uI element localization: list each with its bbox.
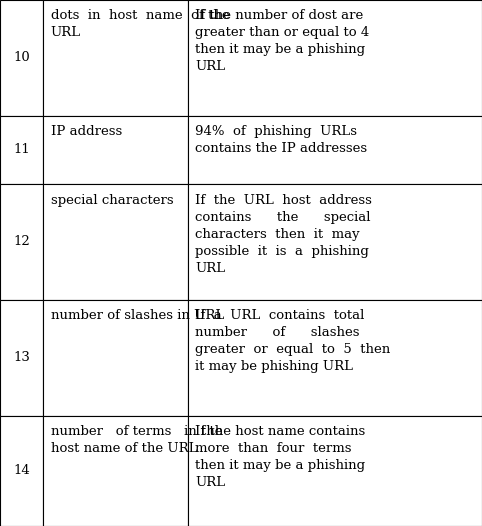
Bar — [43, 416, 188, 526]
Text: If  a  URL  contains  total
number      of      slashes
greater  or  equal  to  : If a URL contains total number of slashe… — [195, 309, 390, 373]
Bar — [188, 0, 482, 116]
Bar — [188, 184, 482, 300]
Text: special characters: special characters — [51, 194, 173, 207]
Text: 94%  of  phishing  URLs
contains the IP addresses: 94% of phishing URLs contains the IP add… — [195, 125, 367, 155]
Text: 13: 13 — [13, 351, 30, 364]
Bar — [0, 184, 43, 300]
Text: 14: 14 — [13, 464, 30, 477]
Text: 10: 10 — [13, 52, 30, 64]
Bar — [0, 0, 43, 116]
Bar — [43, 184, 188, 300]
Bar — [0, 300, 43, 416]
Bar — [188, 416, 482, 526]
Text: If the host name contains
more  than  four  terms
then it may be a phishing
URL: If the host name contains more than four… — [195, 425, 365, 489]
Bar — [188, 300, 482, 416]
Bar — [0, 416, 43, 526]
Text: IP address: IP address — [51, 125, 122, 138]
Bar — [188, 116, 482, 184]
Text: 11: 11 — [13, 144, 30, 156]
Text: number of slashes in URL: number of slashes in URL — [51, 309, 224, 322]
Bar — [43, 116, 188, 184]
Bar — [0, 116, 43, 184]
Text: number   of terms   in the
host name of the URL: number of terms in the host name of the … — [51, 425, 222, 455]
Text: If the number of dost are
greater than or equal to 4
then it may be a phishing
U: If the number of dost are greater than o… — [195, 9, 370, 74]
Text: 12: 12 — [13, 236, 30, 248]
Text: If  the  URL  host  address
contains      the      special
characters  then  it : If the URL host address contains the spe… — [195, 194, 372, 275]
Bar — [43, 0, 188, 116]
Text: dots  in  host  name  of the
URL: dots in host name of the URL — [51, 9, 229, 39]
Bar — [43, 300, 188, 416]
